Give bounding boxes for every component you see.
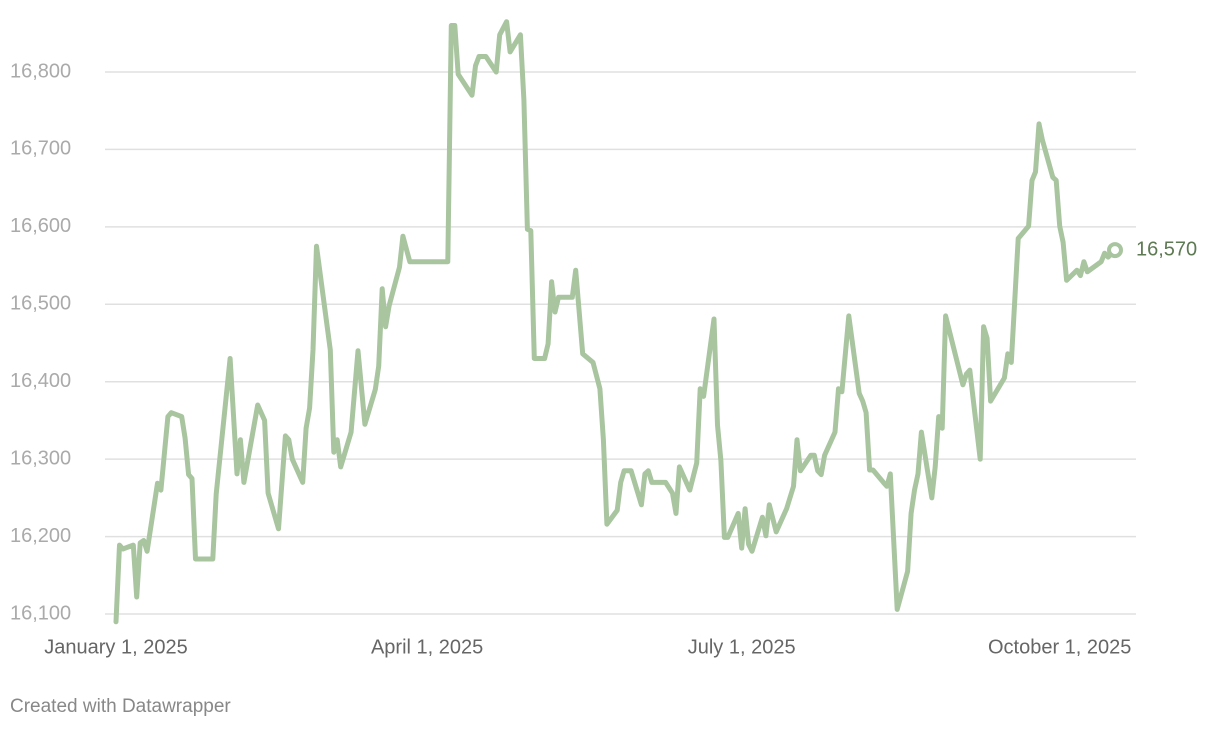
y-tick-label: 16,100	[10, 602, 71, 624]
y-tick-label: 16,300	[10, 447, 71, 469]
x-tick-label: October 1, 2025	[988, 636, 1131, 658]
credit: Created with Datawrapper	[10, 696, 231, 717]
y-tick-label: 16,600	[10, 215, 71, 237]
x-tick-label: July 1, 2025	[688, 636, 796, 658]
y-tick-label: 16,200	[10, 525, 71, 547]
y-tick-label: 16,700	[10, 138, 71, 160]
x-tick-label: April 1, 2025	[371, 636, 483, 658]
x-tick-label: January 1, 2025	[44, 636, 187, 658]
end-point	[1107, 242, 1123, 259]
y-tick-label: 16,400	[10, 370, 71, 392]
value-label: 16,570	[1136, 238, 1197, 260]
y-tick-label: 16,500	[10, 293, 71, 315]
y-tick-label: 16,800	[10, 60, 71, 82]
line	[113, 19, 1118, 625]
